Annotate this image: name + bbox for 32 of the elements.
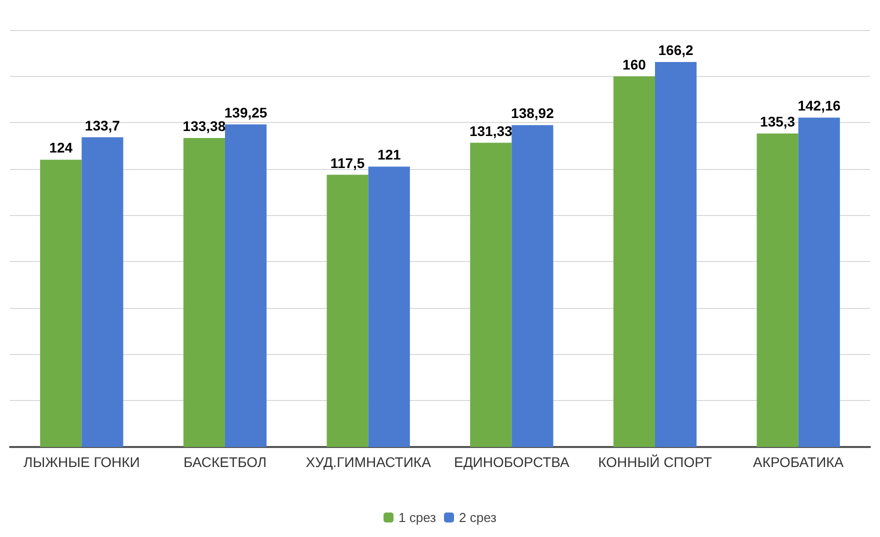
- legend-label: 1 срез: [398, 510, 436, 525]
- bar: [326, 174, 368, 447]
- bar: [798, 118, 840, 447]
- x-tick-label: БАСКЕТБОЛ: [183, 454, 267, 470]
- data-label: 166,2: [658, 42, 694, 58]
- x-tick-label: ЕДИНОБОРСТВА: [454, 454, 570, 470]
- data-label: 117,5: [330, 154, 365, 171]
- bar: [655, 62, 697, 447]
- bar: [470, 142, 512, 447]
- data-label: 142,16: [798, 98, 841, 114]
- data-label: 133,7: [84, 117, 120, 134]
- bar: [40, 160, 82, 447]
- x-tick-label: АКРОБАТИКА: [753, 454, 844, 470]
- x-tick-label: ХУД.ГИМНАСТИКА: [306, 454, 432, 470]
- data-label: 138,92: [511, 105, 554, 122]
- bar: [225, 124, 267, 447]
- data-label: 139,25: [224, 104, 268, 120]
- bar: [613, 76, 655, 447]
- data-label: 160: [622, 56, 646, 72]
- data-label: 135,3: [760, 114, 796, 130]
- x-tick-label: ЛЫЖНЫЕ ГОНКИ: [24, 454, 140, 470]
- data-label: 121: [377, 146, 402, 163]
- bar: [82, 137, 124, 447]
- x-tick-label: КОННЫЙ СПОРТ: [598, 454, 712, 470]
- data-label: 124: [49, 140, 73, 156]
- legend-label: 2 срез: [459, 510, 497, 525]
- data-label: 133,38: [182, 118, 226, 134]
- bar: [183, 138, 225, 447]
- bar: [756, 134, 798, 447]
- bar: [368, 166, 410, 447]
- bar: [512, 125, 554, 447]
- data-label: 131,33: [469, 122, 513, 139]
